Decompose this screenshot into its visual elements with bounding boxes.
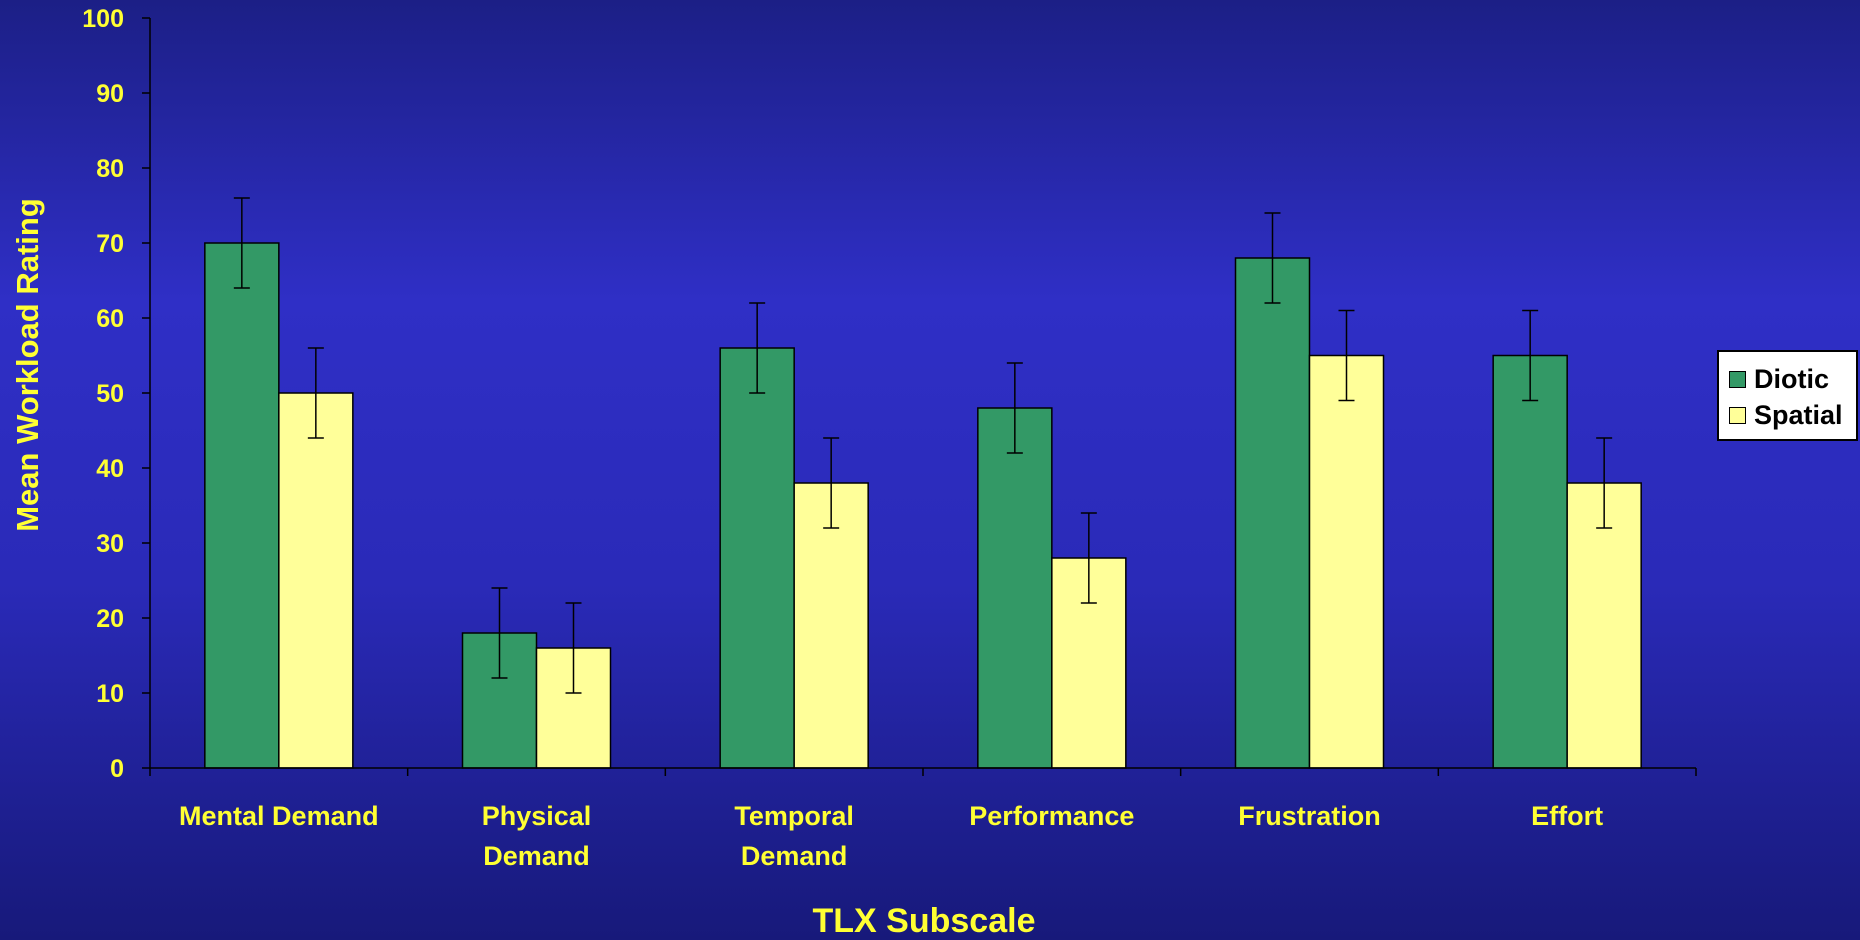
error-bar-diotic-4 — [1264, 212, 1281, 304]
x-axis-label: TLX Subscale — [813, 902, 1036, 940]
y-tick-label: 50 — [96, 380, 124, 408]
error-bar-diotic-0 — [233, 197, 250, 289]
error-bar-spatial-3 — [1080, 512, 1097, 604]
x-tick-label: Demand — [741, 841, 848, 871]
axes-layer — [142, 17, 1697, 776]
x-tick-labels: Mental Demand Physical Demand Temporal Deman… — [179, 801, 1603, 871]
legend-swatch-spatial — [1729, 406, 1746, 424]
x-tick-label: Mental Demand — [179, 801, 379, 831]
legend: Diotic Spatial — [1717, 350, 1858, 441]
x-tick-label: Effort — [1531, 801, 1603, 831]
bar-diotic-5 — [1492, 354, 1568, 769]
y-tick-label: 30 — [96, 530, 124, 558]
bar-spatial-4 — [1308, 354, 1385, 769]
y-tick-label: 80 — [96, 155, 124, 183]
bar-diotic-2 — [719, 347, 795, 769]
y-tick-label: 40 — [96, 455, 124, 483]
error-bar-diotic-5 — [1522, 309, 1539, 402]
bar-diotic-4 — [1234, 257, 1311, 769]
y-axis-label: Mean Workload Rating — [10, 198, 45, 532]
bar-diotic-3 — [977, 407, 1053, 769]
y-tick-label: 0 — [110, 755, 124, 783]
error-bar-spatial-5 — [1596, 437, 1613, 529]
error-bar-diotic-3 — [1006, 362, 1023, 454]
legend-swatch-diotic — [1729, 370, 1746, 388]
legend-label-spatial: Spatial — [1754, 399, 1843, 430]
x-tick-label: Temporal — [734, 801, 854, 831]
y-tick-label: 70 — [96, 230, 124, 258]
error-bar-spatial-0 — [307, 347, 324, 439]
error-bar-spatial-4 — [1338, 309, 1355, 402]
y-tick-label: 100 — [82, 5, 124, 33]
bar-diotic-0 — [204, 242, 280, 769]
y-tick-label: 20 — [96, 605, 124, 633]
error-bar-diotic-2 — [749, 302, 766, 394]
x-tick-label: Performance — [969, 801, 1134, 831]
y-tick-labels: 0 10 20 30 40 50 60 70 80 90 100 — [82, 5, 124, 783]
error-bar-diotic-1 — [491, 587, 508, 679]
error-bars-layer — [233, 197, 1613, 694]
error-bar-spatial-1 — [565, 602, 582, 694]
y-tick-label: 90 — [96, 80, 124, 108]
bar-spatial-0 — [278, 392, 354, 769]
bar-spatial-5 — [1566, 482, 1642, 769]
legend-item-spatial: Spatial — [1729, 400, 1843, 430]
y-tick-label: 10 — [96, 680, 124, 708]
legend-label-diotic: Diotic — [1754, 363, 1830, 394]
x-tick-label: Physical — [482, 801, 592, 831]
legend-item-diotic: Diotic — [1729, 364, 1829, 394]
bars-layer — [204, 242, 1642, 769]
error-bar-spatial-2 — [823, 437, 840, 529]
x-tick-label: Demand — [483, 841, 590, 871]
x-tick-label: Frustration — [1238, 801, 1381, 831]
y-tick-label: 60 — [96, 305, 124, 333]
